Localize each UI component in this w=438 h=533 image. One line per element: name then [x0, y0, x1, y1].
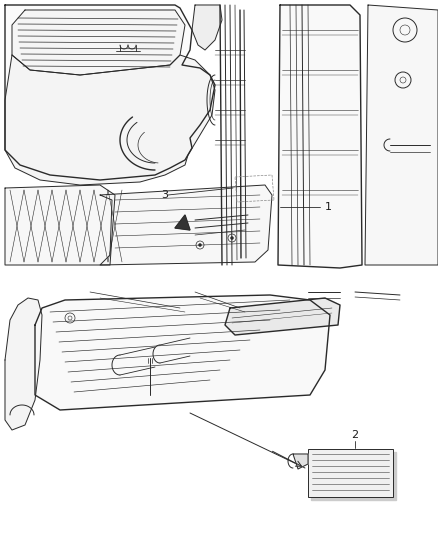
Circle shape — [198, 244, 201, 246]
Polygon shape — [12, 10, 185, 75]
Text: 3: 3 — [161, 190, 168, 200]
Polygon shape — [311, 452, 396, 500]
Polygon shape — [225, 298, 340, 335]
Polygon shape — [365, 5, 438, 265]
Text: 2: 2 — [351, 430, 359, 440]
Polygon shape — [0, 0, 438, 270]
Polygon shape — [5, 185, 115, 265]
Text: 1: 1 — [325, 202, 332, 212]
Polygon shape — [192, 5, 222, 50]
Circle shape — [230, 237, 233, 239]
Polygon shape — [5, 298, 42, 430]
Polygon shape — [100, 185, 272, 265]
Polygon shape — [35, 295, 330, 410]
Polygon shape — [5, 55, 215, 185]
Bar — [308, 449, 393, 497]
Polygon shape — [175, 215, 190, 230]
Polygon shape — [278, 5, 362, 268]
Polygon shape — [5, 5, 215, 180]
Polygon shape — [0, 290, 438, 533]
Polygon shape — [293, 454, 308, 469]
